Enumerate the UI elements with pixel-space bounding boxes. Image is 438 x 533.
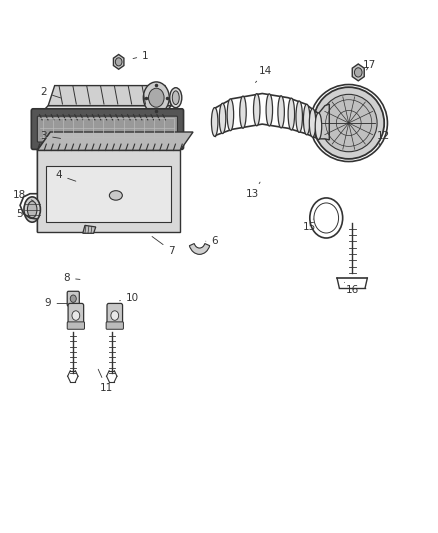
Circle shape bbox=[143, 82, 169, 114]
Text: 4: 4 bbox=[56, 170, 76, 181]
Text: 11: 11 bbox=[98, 369, 113, 393]
FancyBboxPatch shape bbox=[37, 116, 177, 142]
Polygon shape bbox=[48, 86, 171, 106]
Polygon shape bbox=[37, 150, 180, 232]
Polygon shape bbox=[318, 104, 329, 140]
Text: 12: 12 bbox=[377, 131, 390, 145]
Ellipse shape bbox=[212, 108, 218, 136]
FancyBboxPatch shape bbox=[67, 292, 79, 306]
Wedge shape bbox=[189, 244, 210, 254]
Text: 9: 9 bbox=[45, 298, 67, 309]
Text: 2: 2 bbox=[41, 87, 61, 98]
FancyBboxPatch shape bbox=[107, 303, 123, 328]
Ellipse shape bbox=[172, 91, 179, 104]
FancyBboxPatch shape bbox=[67, 322, 85, 329]
Ellipse shape bbox=[304, 104, 310, 135]
Ellipse shape bbox=[315, 113, 321, 140]
Text: 3: 3 bbox=[41, 131, 60, 141]
Polygon shape bbox=[39, 106, 171, 115]
Polygon shape bbox=[37, 132, 193, 150]
Ellipse shape bbox=[320, 94, 377, 152]
Ellipse shape bbox=[24, 197, 40, 222]
FancyBboxPatch shape bbox=[32, 109, 184, 149]
Ellipse shape bbox=[170, 88, 182, 108]
Ellipse shape bbox=[309, 109, 316, 137]
Text: 18: 18 bbox=[13, 190, 33, 200]
Circle shape bbox=[72, 311, 80, 320]
Circle shape bbox=[148, 88, 164, 107]
Ellipse shape bbox=[227, 99, 233, 131]
FancyBboxPatch shape bbox=[46, 166, 171, 222]
Polygon shape bbox=[113, 54, 124, 69]
FancyBboxPatch shape bbox=[68, 303, 84, 328]
Ellipse shape bbox=[110, 191, 122, 200]
Ellipse shape bbox=[240, 96, 246, 128]
Circle shape bbox=[115, 58, 122, 66]
Ellipse shape bbox=[288, 98, 295, 130]
Text: 13: 13 bbox=[246, 182, 260, 199]
Polygon shape bbox=[352, 64, 364, 81]
Ellipse shape bbox=[28, 201, 37, 218]
Circle shape bbox=[111, 311, 119, 320]
Text: 7: 7 bbox=[152, 237, 175, 256]
Text: 15: 15 bbox=[303, 219, 316, 232]
Text: 8: 8 bbox=[64, 273, 80, 283]
Ellipse shape bbox=[254, 94, 260, 126]
Text: 5: 5 bbox=[16, 209, 32, 219]
Text: 14: 14 bbox=[255, 66, 272, 83]
Text: 6: 6 bbox=[206, 236, 218, 246]
Ellipse shape bbox=[278, 96, 284, 128]
Circle shape bbox=[70, 295, 76, 302]
Text: 17: 17 bbox=[363, 60, 376, 70]
Ellipse shape bbox=[266, 94, 272, 126]
Ellipse shape bbox=[296, 101, 303, 132]
Ellipse shape bbox=[219, 103, 226, 134]
Text: 10: 10 bbox=[120, 293, 139, 303]
Circle shape bbox=[354, 68, 362, 77]
Text: 1: 1 bbox=[133, 51, 149, 61]
Polygon shape bbox=[83, 225, 96, 233]
FancyBboxPatch shape bbox=[106, 322, 124, 329]
Ellipse shape bbox=[313, 87, 384, 159]
Polygon shape bbox=[37, 132, 50, 232]
Text: 16: 16 bbox=[344, 282, 359, 295]
